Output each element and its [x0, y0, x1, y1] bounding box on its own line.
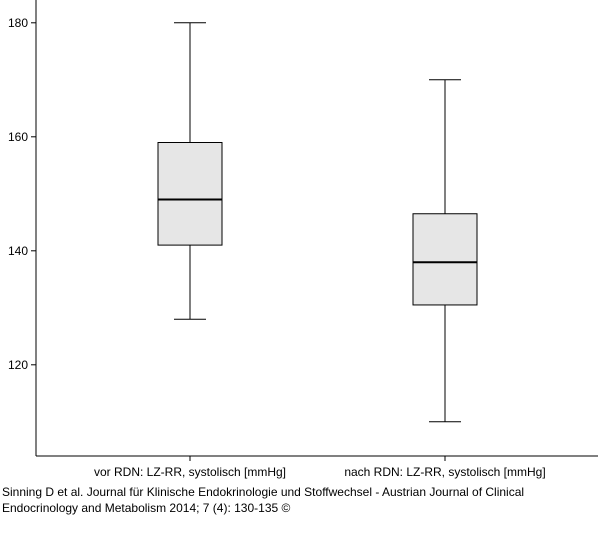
boxplot-chart: 120 140 160 180 vor RDN: LZ-RR, systolisch [… [8, 0, 598, 479]
x-category-label-2: nach RDN: LZ-RR, systolisch [mmHg] [344, 465, 545, 479]
chart-boxes [157, 22, 478, 423]
x-category-label-1: vor RDN: LZ-RR, systolisch [mmHg] [94, 465, 286, 479]
interquartile-box [412, 213, 478, 306]
citation-caption: Sinning D et al. Journal für Klinische E… [2, 485, 525, 515]
interquartile-box [157, 142, 223, 246]
y-tick-label-140: 140 [8, 244, 28, 258]
box-1 [157, 22, 223, 320]
chart-labels: 120 140 160 180 vor RDN: LZ-RR, systolisch [… [8, 16, 546, 479]
y-tick-label-180: 180 [8, 16, 28, 30]
y-tick-label-160: 160 [8, 130, 28, 144]
chart-axes [31, 0, 598, 461]
y-tick-label-120: 120 [8, 358, 28, 372]
box-2 [412, 79, 478, 423]
